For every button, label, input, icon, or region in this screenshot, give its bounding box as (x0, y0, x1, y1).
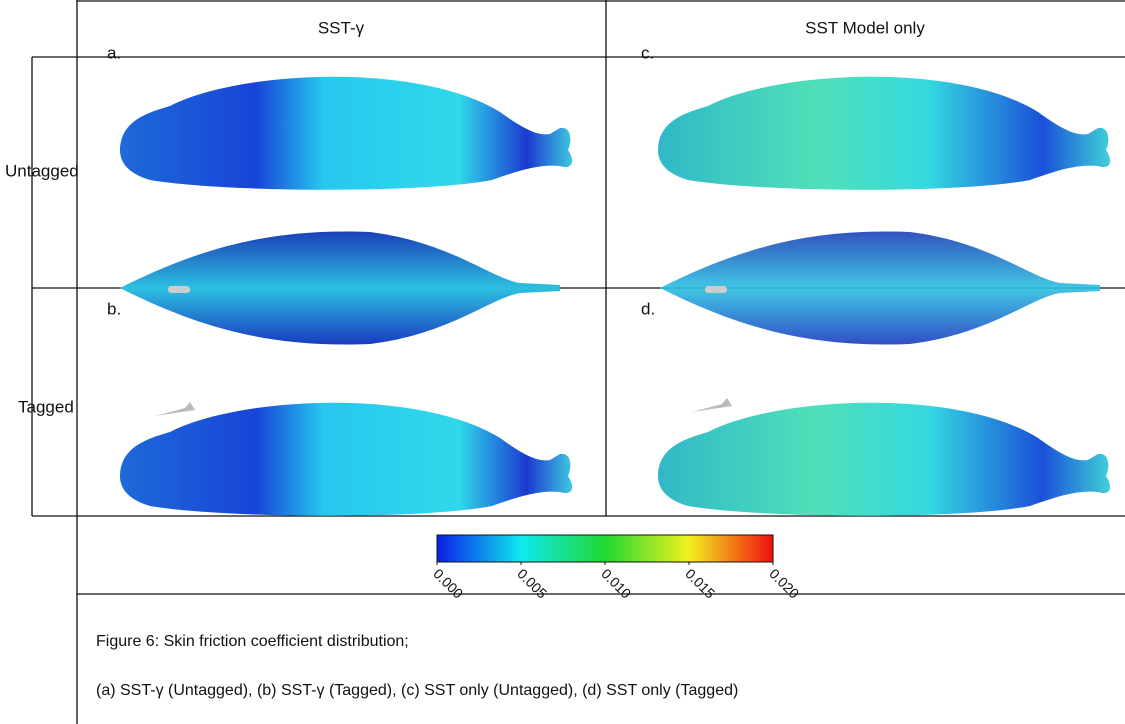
colorbar-tick-label: 0.005 (514, 565, 550, 601)
panel-label: b. (107, 299, 121, 318)
column-header: SST-γ (318, 18, 365, 37)
row-label: Untagged (5, 161, 79, 180)
row-label: Tagged (18, 397, 74, 416)
colorbar-tick-label: 0.000 (430, 565, 466, 601)
panel-label: a. (107, 43, 121, 62)
column-header: SST Model only (805, 18, 925, 37)
colorbar-tick-label: 0.010 (598, 565, 634, 601)
colorbar-tick-label: 0.020 (766, 565, 802, 601)
seal-renderings (120, 76, 1111, 516)
caption: Figure 6: Skin friction coefficient dist… (96, 633, 409, 650)
panel-label: c. (641, 43, 654, 62)
colorbar (436, 534, 774, 563)
colorbar-tick-label: 0.015 (682, 565, 718, 601)
panel-label: d. (641, 299, 655, 318)
caption: (a) SST-γ (Untagged), (b) SST-γ (Tagged)… (96, 682, 738, 699)
